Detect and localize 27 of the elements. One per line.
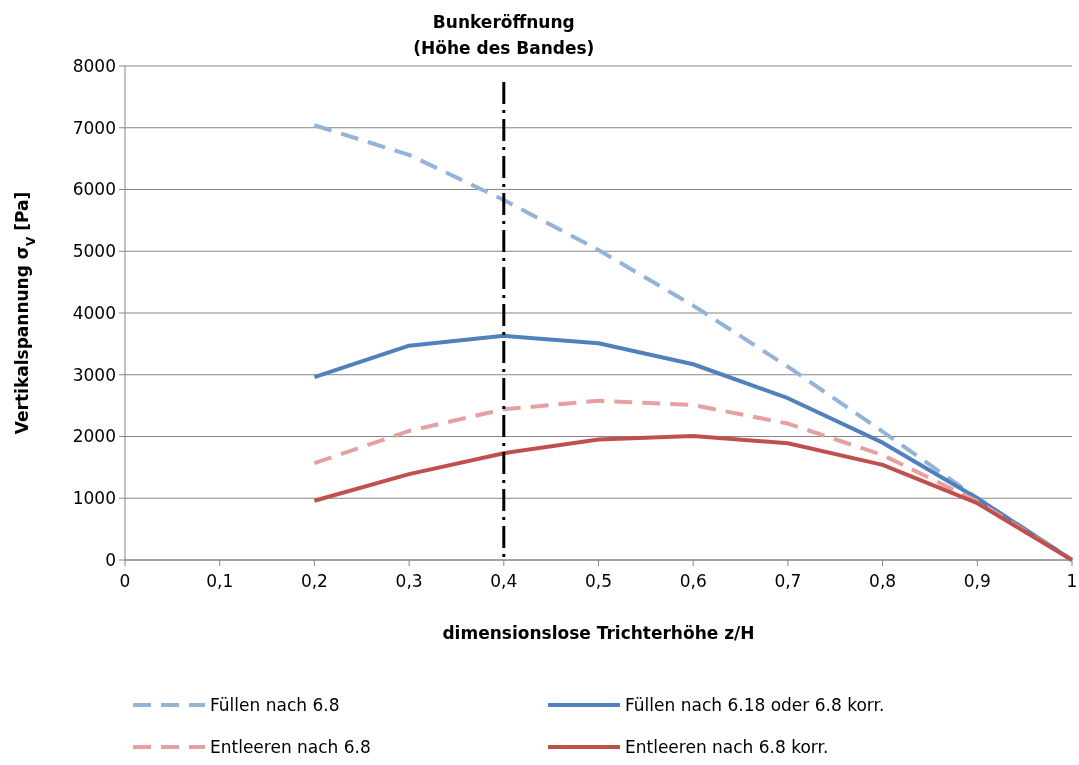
y-tick-label: 3000	[72, 364, 116, 385]
x-tick-label: 0,5	[584, 571, 613, 591]
y-tick-label: 4000	[72, 302, 116, 323]
y-tick-label: 1000	[72, 488, 116, 509]
x-tick-label: 0,7	[774, 571, 802, 591]
x-tick-label: 0	[119, 571, 131, 591]
x-tick-label: 0,9	[963, 571, 991, 591]
y-tick-label: 7000	[72, 117, 116, 138]
x-tick-label: 0,4	[490, 571, 518, 591]
legend-label: Füllen nach 6.18 oder 6.8 korr.	[625, 694, 885, 715]
y-tick-label: 8000	[72, 55, 116, 76]
line-series	[312, 433, 1074, 562]
x-tick-label: 0,3	[395, 571, 423, 591]
legend-label: Füllen nach 6.8	[210, 694, 340, 715]
x-tick-label: 0,2	[300, 571, 328, 591]
y-tick-label: 2000	[72, 426, 116, 447]
x-axis-title: dimensionslose Trichterhöhe z/H	[442, 623, 755, 643]
y-tick-label: 6000	[72, 179, 116, 200]
x-tick-label: 0,8	[869, 571, 897, 591]
legend-label: Entleeren nach 6.8 korr.	[625, 736, 829, 757]
legend-label: Entleeren nach 6.8	[210, 736, 371, 757]
x-tick-label: 0,6	[679, 571, 707, 591]
ref-line-label: Bunkeröffnung (Höhe des Bandes)	[413, 12, 595, 58]
x-tick-label: 1	[1066, 571, 1078, 591]
x-tick-label: 0,1	[206, 571, 234, 591]
y-tick-label: 0	[105, 549, 116, 570]
y-tick-label: 5000	[72, 241, 116, 262]
